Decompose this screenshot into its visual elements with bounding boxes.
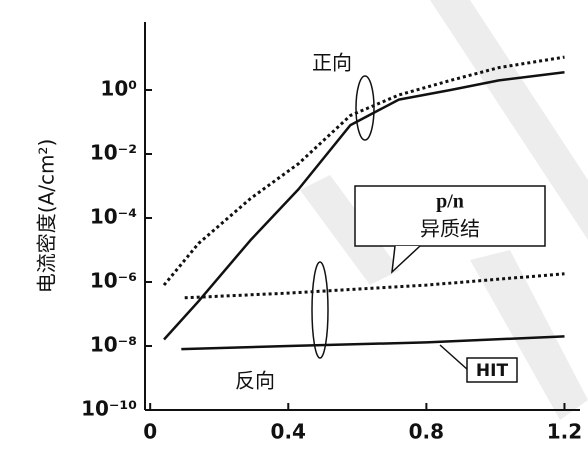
x-tick-label: 1.2 [547, 420, 582, 444]
y-axis-label: 电流密度(A/cm²) [35, 139, 59, 294]
x-tick-label: 0 [143, 420, 157, 444]
series-line [163, 70, 565, 341]
y-tick-label: 10⁻² [90, 141, 137, 165]
watermark-shape [470, 250, 588, 420]
annotation: HIT [476, 361, 509, 381]
x-tick-label: 0.8 [409, 420, 444, 444]
y-tick-label: 10⁻¹⁰ [81, 397, 137, 421]
callout-pointer [391, 245, 421, 274]
annotation-ellipse [355, 75, 375, 141]
annotation: 正向 [312, 51, 352, 75]
watermark [300, 0, 588, 420]
callout-box [354, 185, 546, 247]
x-tick-label: 0.4 [271, 420, 306, 444]
watermark-shape [300, 175, 400, 285]
annotation-ellipse [311, 261, 329, 359]
callout-pointer [439, 344, 469, 371]
annotation: p/n [436, 191, 464, 213]
y-tick-label: 10⁰ [100, 77, 137, 101]
series-line [162, 55, 565, 287]
y-tick-label: 10⁻⁶ [90, 269, 137, 293]
watermark-shape [430, 0, 588, 240]
series-line [181, 335, 565, 351]
y-tick-label: 10⁻⁸ [90, 333, 137, 357]
annotation: 异质结 [420, 217, 480, 241]
annotation: 反向 [235, 369, 275, 393]
callout-box [466, 357, 518, 383]
y-tick-label: 10⁻⁴ [90, 205, 137, 229]
